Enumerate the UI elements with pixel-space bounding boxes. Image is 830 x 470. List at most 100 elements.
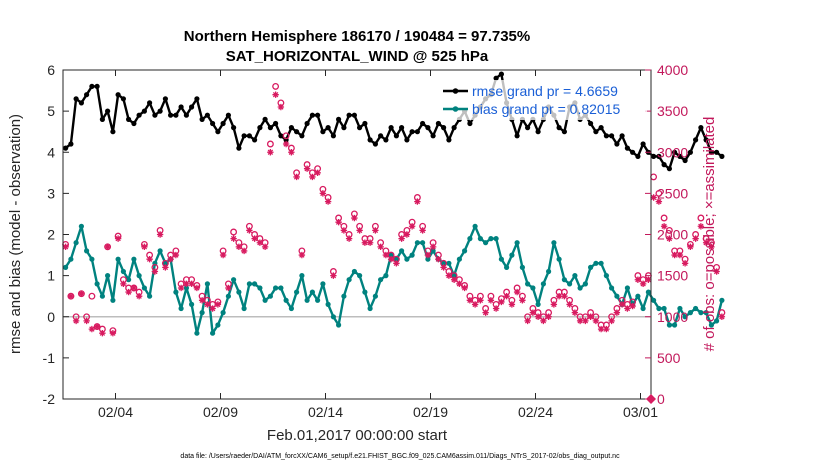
- bias-point: [320, 281, 326, 287]
- rmse-point: [68, 141, 74, 147]
- rmse-point: [262, 116, 268, 122]
- assimilated-obs-point: [692, 235, 699, 242]
- assimilated-obs-point: [230, 235, 237, 242]
- rmse-point: [656, 153, 662, 159]
- bias-point: [514, 240, 520, 246]
- bias-point: [467, 236, 473, 242]
- assimilated-obs-point: [214, 301, 222, 308]
- rmse-point: [661, 162, 667, 168]
- bias-point: [383, 273, 389, 279]
- bias-point: [63, 264, 69, 270]
- y-tick-label: 3: [47, 185, 55, 201]
- assimilated-obs-point: [324, 198, 332, 205]
- assimilated-obs-point: [141, 243, 148, 251]
- bias-point: [493, 236, 499, 242]
- assimilated-obs-point: [282, 140, 290, 148]
- bias-point: [593, 260, 599, 266]
- rmse-point: [666, 166, 673, 172]
- bias-point: [367, 305, 373, 312]
- rmse-point: [357, 125, 363, 131]
- bias-point: [535, 301, 541, 307]
- rmse-point: [231, 125, 237, 131]
- y-axis-label-left: rmse and bias (model - observation): [7, 114, 24, 354]
- assimilated-obs-point: [461, 284, 468, 292]
- rmse-point: [299, 133, 305, 139]
- bias-point: [126, 277, 132, 283]
- bias-point: [546, 268, 552, 275]
- assimilated-obs-point: [414, 198, 421, 205]
- rmse-point: [708, 149, 715, 155]
- bias-point: [451, 273, 457, 279]
- bias-point: [698, 310, 704, 316]
- rmse-point: [687, 149, 694, 155]
- rmse-point: [241, 133, 247, 139]
- bias-point: [378, 277, 384, 283]
- legend-marker-bias: [452, 106, 459, 112]
- bias-point: [472, 223, 478, 229]
- assimilated-obs-point: [261, 243, 269, 251]
- assimilated-obs-point: [534, 313, 542, 320]
- assimilated-obs-point: [361, 239, 369, 246]
- rmse-point: [388, 125, 394, 131]
- rmse-point: [367, 137, 373, 143]
- rmse-point: [147, 100, 153, 106]
- assimilated-obs-point: [377, 243, 384, 251]
- assimilated-obs-point: [272, 91, 279, 98]
- rmse-point: [446, 137, 452, 143]
- y-tick-label: 4: [47, 144, 55, 160]
- y-tick-label: 5: [47, 103, 55, 119]
- rmse-point: [630, 149, 636, 155]
- rmse-point: [404, 137, 410, 143]
- assimilated-obs-point: [293, 173, 300, 181]
- bias-point: [110, 297, 116, 303]
- bias-point: [556, 256, 562, 262]
- bias-point: [336, 322, 342, 328]
- y-right-tick-label: 3000: [657, 144, 688, 160]
- rmse-point: [609, 133, 615, 139]
- x-tick-label: 03/01: [623, 404, 658, 420]
- assimilated-obs-point: [172, 251, 180, 259]
- assimilated-obs-point: [125, 288, 132, 296]
- assimilated-obs-point: [419, 227, 426, 234]
- assimilated-obs-point: [571, 309, 579, 316]
- rmse-point: [225, 112, 231, 118]
- assimilated-obs-point: [314, 169, 321, 177]
- data-file-footnote: data file: /Users/raeder/DAI/ATM_forcXX/…: [180, 453, 620, 460]
- assimilated-obs-point: [219, 251, 227, 259]
- assimilated-obs-point: [660, 223, 668, 230]
- assimilated-obs-point: [193, 284, 201, 292]
- rmse-point: [498, 71, 504, 77]
- assimilated-obs-point: [177, 284, 185, 292]
- assimilated-obs-point: [634, 276, 642, 283]
- rmse-point: [89, 83, 95, 89]
- assimilated-obs-point: [561, 292, 568, 300]
- rmse-point: [430, 133, 436, 139]
- rmse-point: [698, 125, 704, 131]
- assimilated-obs-point: [671, 251, 678, 259]
- assimilated-obs-point: [508, 301, 516, 308]
- bias-point: [178, 305, 184, 312]
- bias-point: [420, 240, 426, 246]
- bias-point: [120, 268, 126, 275]
- rmse-point: [677, 153, 683, 159]
- y-tick-label: -2: [43, 391, 56, 407]
- rmse-point: [267, 125, 273, 131]
- rmse-point: [215, 129, 221, 135]
- tick-layer: 02/04 02/09 02/14 02/19 02/24 03/01 -2 -1 0 1 2 3 4 5…: [43, 62, 689, 420]
- assimilated-obs-point: [597, 325, 605, 333]
- rmse-point: [120, 96, 126, 102]
- y-tick-label: -1: [43, 350, 56, 366]
- bias-point: [540, 281, 547, 287]
- rmse-point: [593, 129, 599, 135]
- assimilated-obs-point: [382, 251, 390, 259]
- bias-point: [404, 256, 410, 262]
- assimilated-obs-point: [655, 198, 663, 205]
- rmse-point: [362, 120, 368, 127]
- rmse-point: [78, 100, 84, 106]
- y-tick-label: 6: [47, 62, 55, 78]
- assimilated-obs-point: [592, 317, 600, 325]
- assimilated-obs-point: [445, 272, 453, 279]
- bias-point: [598, 260, 604, 266]
- y-axis-label-right: # of obs: o=possible; ×=assimilated: [701, 117, 718, 352]
